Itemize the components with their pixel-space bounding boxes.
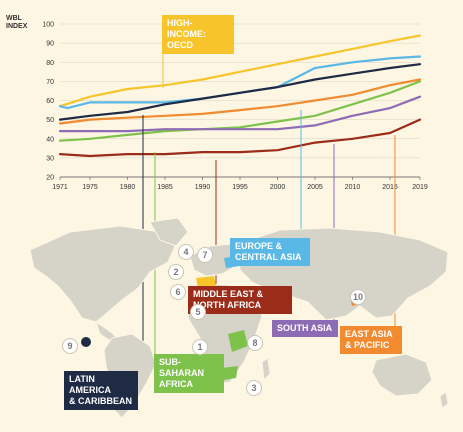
region-label-latin-america-caribbean: LATIN AMERICA & CARIBBEAN	[64, 371, 138, 410]
x-tick-1975: 1975	[82, 184, 98, 191]
map-marker-10: 10	[350, 289, 366, 305]
y-axis-ticks: 20 30 40 50 60 70 80 90 100	[42, 22, 54, 182]
x-tick-1995: 1995	[232, 184, 248, 191]
region-label-line1: LATIN AMERICA	[69, 374, 111, 395]
map-marker-9: 9	[62, 338, 78, 354]
y-tick-90: 90	[46, 41, 54, 48]
series-line-east_asia_pacific	[58, 78, 422, 125]
x-tick-2015: 2015	[382, 184, 398, 191]
x-tick-1990: 1990	[195, 184, 211, 191]
region-label-line1: SOUTH ASIA	[277, 323, 333, 333]
series-lines	[58, 34, 422, 158]
x-tick-2000: 2000	[270, 184, 286, 191]
y-tick-40: 40	[46, 136, 54, 143]
x-tick-1985: 1985	[157, 184, 173, 191]
x-tick-1971: 1971	[52, 184, 68, 191]
region-label-line1: HIGH-INCOME:	[167, 18, 206, 39]
y-tick-80: 80	[46, 60, 54, 67]
y-tick-100: 100	[42, 22, 54, 29]
y-tick-60: 60	[46, 98, 54, 105]
wbl-line-chart: 20 30 40 50 60 70 80 90 100 1971 1975 1980 1985 1990…	[6, 15, 428, 191]
region-label-high-income-oecd: HIGH-INCOME: OECD	[162, 15, 234, 54]
region-label-line1: EUROPE &	[235, 241, 283, 251]
y-axis-label-line2: INDEX	[6, 23, 28, 30]
map-marker-1: 1	[192, 339, 208, 355]
series-line-middle_east_north_africa	[58, 118, 422, 158]
grid-lines	[60, 23, 420, 178]
region-label-line2: & PACIFIC	[345, 340, 390, 350]
region-label-line2: AFRICA	[159, 379, 193, 389]
y-axis-label-line1: WBL	[6, 15, 23, 22]
region-label-line2: NORTH AFRICA	[193, 300, 262, 310]
y-tick-30: 30	[46, 155, 54, 162]
new-zealand	[439, 391, 449, 409]
map-marker-4: 4	[178, 244, 194, 260]
region-label-sub-saharan-africa: SUB-SAHARAN AFRICA	[154, 354, 224, 393]
highlight-south-africa	[222, 366, 238, 380]
series-line-latin_america_caribbean	[58, 63, 422, 121]
y-tick-50: 50	[46, 117, 54, 124]
madagascar	[261, 357, 271, 382]
region-label-east-asia-pacific: EAST ASIA & PACIFIC	[340, 326, 402, 354]
greenland	[149, 217, 189, 247]
region-label-south-asia: SOUTH ASIA	[272, 320, 338, 337]
map-marker-2: 2	[168, 264, 184, 280]
region-label-line1: EAST ASIA	[345, 329, 393, 339]
highlight-ethiopia-region	[228, 330, 248, 352]
map-marker-5: 5	[190, 304, 206, 320]
series-line-south_asia	[58, 95, 422, 133]
region-label-line2: OECD	[167, 40, 194, 50]
y-tick-70: 70	[46, 79, 54, 86]
map-marker-3: 3	[246, 380, 262, 396]
map-marker-7: 7	[197, 247, 213, 263]
y-tick-20: 20	[46, 175, 54, 182]
series-line-high_income_oecd	[58, 34, 422, 108]
region-label-line1: SUB-SAHARAN	[159, 357, 204, 378]
region-label-europe-central-asia: EUROPE & CENTRAL ASIA	[230, 238, 310, 266]
australia	[371, 353, 433, 397]
x-tick-2019: 2019	[412, 184, 428, 191]
highlight-colombia	[81, 337, 91, 347]
north-america	[29, 225, 176, 323]
x-tick-1980: 1980	[120, 184, 136, 191]
x-tick-2010: 2010	[345, 184, 361, 191]
map-marker-6: 6	[170, 284, 186, 300]
region-label-line2: CENTRAL ASIA	[235, 252, 302, 262]
region-label-line1: MIDDLE EAST &	[193, 289, 264, 299]
series-line-sub_saharan_africa	[58, 80, 422, 142]
central-america	[95, 320, 119, 343]
region-label-line2: & CARIBBEAN	[69, 396, 132, 406]
map-marker-8: 8	[247, 335, 263, 351]
x-tick-2005: 2005	[307, 184, 323, 191]
x-axis-ticks: 1971 1975 1980 1985 1990 1995 2000 2005 2010 2015…	[52, 177, 428, 191]
